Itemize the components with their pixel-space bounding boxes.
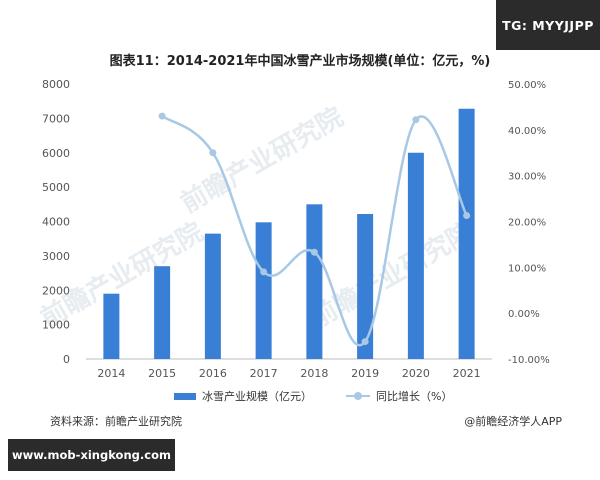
- y-right-tick-label: 40.00%: [508, 126, 546, 137]
- y-right-tick-label: 30.00%: [508, 172, 546, 183]
- y-left-tick-label: 8000: [42, 78, 70, 91]
- y-right-tick-label: 0.00%: [508, 309, 540, 320]
- y-right-tick-label: -10.00%: [508, 355, 550, 366]
- legend-line-label: 同比增长（%）: [376, 390, 453, 403]
- bar: [255, 222, 272, 359]
- x-tick-label: 2015: [148, 367, 176, 380]
- legend-bar-label: 冰雪产业规模（亿元）: [202, 390, 312, 403]
- credit-note: @前瞻经济学人APP: [464, 415, 562, 428]
- y-right-tick-label: 10.00%: [508, 263, 546, 274]
- y-left-tick-label: 1000: [42, 319, 70, 332]
- growth-point: [209, 149, 217, 157]
- legend: 冰雪产业规模（亿元） 同比增长（%）: [174, 388, 452, 404]
- y-left-tick-label: 0: [63, 353, 70, 366]
- chart-title: 图表11：2014-2021年中国冰雪产业市场规模(单位：亿元，%): [109, 54, 491, 69]
- legend-bar-swatch: [174, 392, 196, 400]
- x-tick-label: 2021: [453, 367, 481, 380]
- x-tick-label: 2019: [351, 367, 379, 380]
- bar: [357, 214, 374, 359]
- y-right-tick-label: 20.00%: [508, 218, 546, 229]
- y-left-tick-label: 2000: [42, 284, 70, 297]
- source-note: 资料来源：前瞻产业研究院: [50, 415, 182, 428]
- tg-badge: TG: MYYJJPP: [496, 0, 600, 50]
- growth-point: [158, 112, 166, 120]
- bar: [204, 233, 221, 359]
- growth-point: [361, 338, 369, 346]
- y-left-tick-label: 5000: [42, 181, 70, 194]
- growth-point: [310, 248, 318, 256]
- x-tick-label: 2014: [97, 367, 125, 380]
- bar: [103, 293, 120, 359]
- y-right-tick-label: 50.00%: [508, 80, 546, 91]
- x-tick-label: 2018: [300, 367, 328, 380]
- growth-point: [412, 116, 420, 124]
- url-banner[interactable]: www.mob-xingkong.com: [8, 439, 175, 471]
- bar: [306, 204, 323, 359]
- bar: [154, 266, 171, 359]
- y-left-tick-label: 6000: [42, 147, 70, 160]
- y-left-tick-label: 7000: [42, 112, 70, 125]
- x-tick-label: 2020: [402, 367, 430, 380]
- legend-line-swatch: [346, 391, 370, 401]
- growth-point: [260, 268, 268, 276]
- y-left-tick-label: 3000: [42, 250, 70, 263]
- growth-point: [463, 212, 471, 220]
- y-left-tick-label: 4000: [42, 216, 70, 229]
- bar: [458, 108, 475, 359]
- x-tick-label: 2017: [250, 367, 278, 380]
- x-tick-label: 2016: [199, 367, 227, 380]
- bar: [407, 152, 424, 359]
